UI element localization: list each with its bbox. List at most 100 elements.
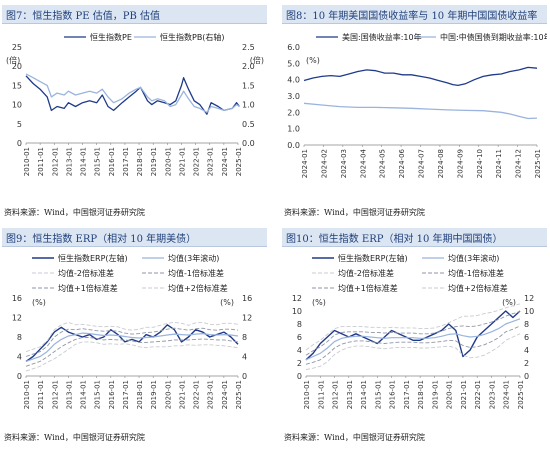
series-line-1: [305, 318, 521, 361]
x-tick-label: 2011-01: [37, 380, 45, 409]
x-tick-label: 2024-06: [398, 148, 406, 178]
series-line-1: [25, 73, 240, 113]
y-tick-label-left: 0: [17, 372, 22, 381]
series-line-5: [305, 303, 521, 351]
x-tick-label: 2019-01: [150, 147, 158, 176]
y-tick-label-left: 0.0: [287, 141, 300, 150]
unit-label-left: (%): [312, 298, 326, 307]
x-tick-label: 2025-01: [235, 380, 243, 409]
x-tick-label: 2014-01: [80, 147, 88, 176]
y-tick-label-left: 4: [17, 353, 22, 362]
x-tick-label: 2010-01: [303, 380, 311, 409]
x-tick-label: 2018-01: [136, 147, 144, 176]
y-tick-label-left: 6.0: [287, 43, 300, 52]
panel-title-bar: 图10：恒生指数 ERP（相对 10 年期中国国债）: [282, 228, 547, 247]
panel-title: 图10：恒生指数 ERP（相对 10 年期中国国债）: [286, 234, 503, 245]
y-tick-label-left: 25: [12, 43, 22, 52]
x-tick-label: 2022-01: [474, 380, 482, 409]
unit-label-right: (倍): [250, 55, 264, 65]
x-tick-label: 2013-01: [346, 380, 354, 409]
y-tick-label-left: 1.0: [287, 125, 300, 134]
series-line-1: [25, 332, 239, 362]
y-tick-label-right: 1.5: [242, 81, 255, 90]
x-tick-label: 2025-01: [235, 147, 243, 176]
unit-label-left: (%): [32, 298, 46, 307]
x-tick-label: 2024-09: [456, 149, 464, 178]
x-tick-label: 2012-01: [51, 380, 59, 409]
x-tick-label: 2018-01: [417, 380, 425, 409]
legend-label: 恒生指数PE: [90, 32, 132, 42]
legend-label: 均值-1倍标准差: [168, 268, 224, 278]
legend-label: 均值+1倍标准差: [58, 283, 118, 293]
unit-label-left: (%): [306, 56, 320, 65]
chart-panel-bond-yields: 图8：10 年期美国国债收益率与 10 年期中国国债收益率 0.0 1.0 2.0 3…: [282, 5, 547, 220]
y-tick-label-right: 0: [524, 372, 529, 381]
source-note: 资料来源：Wind，中国银河证券研究院: [4, 433, 145, 442]
legend-label: 美国:国债收益率:10年: [342, 32, 422, 42]
x-tick-label: 2023-01: [488, 380, 496, 409]
x-tick-label: 2016-01: [108, 147, 116, 176]
x-tick-label: 2021-01: [178, 380, 186, 409]
x-tick-label: 2021-01: [178, 147, 186, 176]
panel-title-bar: 图8：10 年期美国国债收益率与 10 年期中国国债收益率: [282, 5, 547, 24]
legend-label: 均值+2倍标准差: [448, 283, 508, 293]
y-tick-label-right: 16: [242, 294, 252, 303]
x-tick-label: 2023-01: [207, 380, 215, 409]
x-tick-label: 2024-11: [495, 149, 503, 178]
legend-label: 均值+1倍标准差: [338, 283, 398, 293]
chart-panel-erp-us: 图9：恒生指数 ERP（相对 10 年期美债） 0 4 8 12 16 0 4 8 12 16 (%…: [2, 228, 267, 443]
x-tick-label: 2024-10: [476, 149, 484, 178]
panel-title: 图9：恒生指数 ERP（相对 10 年期美债）: [6, 234, 197, 245]
x-tick-label: 2016-01: [389, 380, 397, 409]
y-tick-label-left: 5.0: [287, 59, 300, 68]
pe-pb-line-chart: 0 5 10 15 20 25 0.0 0.5 1.0 1.5 2.0 2.5 (倍) (倍) 2010-0…: [6, 32, 264, 176]
y-tick-label-right: 4: [242, 353, 247, 362]
legend-label: 均值+2倍标准差: [168, 283, 228, 293]
source-note: 资料来源：Wind，中国银河证券研究院: [4, 208, 145, 217]
y-tick-label-left: 10: [292, 307, 302, 316]
x-tick-label: 2025-01: [517, 380, 525, 409]
x-tick-label: 2024-01: [221, 380, 229, 409]
legend-label: 均值-2倍标准差: [338, 268, 394, 278]
x-tick-label: 2024-01: [221, 147, 229, 176]
x-tick-label: 2015-01: [94, 147, 102, 176]
y-tick-label-left: 6: [297, 333, 302, 342]
x-tick-label: 2024-12: [515, 149, 523, 178]
x-tick-label: 2020-01: [164, 147, 172, 176]
series-line-1: [303, 102, 538, 120]
x-tick-label: 2013-01: [65, 380, 73, 409]
y-tick-label-right: 0.0: [242, 139, 255, 148]
x-tick-label: 2023-01: [207, 147, 215, 176]
y-tick-label-left: 16: [12, 294, 22, 303]
series-line-4: [305, 311, 521, 356]
y-tick-label-right: 8: [524, 320, 529, 329]
series-line-3: [305, 325, 521, 365]
y-tick-label-left: 20: [12, 62, 22, 71]
x-tick-label: 2012-01: [332, 380, 340, 409]
x-tick-label: 2014-01: [80, 380, 88, 409]
x-tick-label: 2024-08: [437, 149, 445, 178]
y-tick-label-right: 6: [524, 333, 529, 342]
y-tick-label-left: 8: [297, 320, 302, 329]
x-tick-label: 2019-01: [431, 380, 439, 409]
y-tick-label-right: 2.0: [242, 62, 255, 71]
y-tick-label-right: 4: [524, 346, 529, 355]
legend-label: 均值-2倍标准差: [58, 268, 114, 278]
y-tick-label-right: 2.5: [242, 43, 255, 52]
x-tick-label: 2024-03: [340, 149, 348, 178]
x-tick-label: 2011-01: [37, 147, 45, 176]
y-tick-label-left: 4: [297, 346, 302, 355]
chart-panel-pe-pb: 图7：恒生指数 PE 估值，PB 估值 0 5 10 15 20 25 0.0 0.5 1.0 1…: [2, 5, 267, 220]
x-tick-label: 2024-02: [320, 149, 328, 178]
y-tick-label-left: 12: [292, 294, 302, 303]
y-tick-label-right: 2: [524, 359, 529, 368]
x-tick-label: 2021-01: [460, 380, 468, 409]
x-tick-label: 2017-01: [122, 380, 130, 409]
erp-us-line-chart: 0 4 8 12 16 0 4 8 12 16 (%) (%) 2010-01 2011-01 2012-0…: [12, 253, 252, 409]
panel-title: 图7：恒生指数 PE 估值，PB 估值: [6, 11, 161, 22]
x-tick-label: 2016-01: [108, 380, 116, 409]
x-tick-label: 2011-01: [317, 380, 325, 409]
series-line-0: [25, 75, 240, 115]
y-tick-label-right: 12: [242, 314, 252, 323]
legend-label: 恒生指数ERP(左轴): [338, 253, 408, 263]
